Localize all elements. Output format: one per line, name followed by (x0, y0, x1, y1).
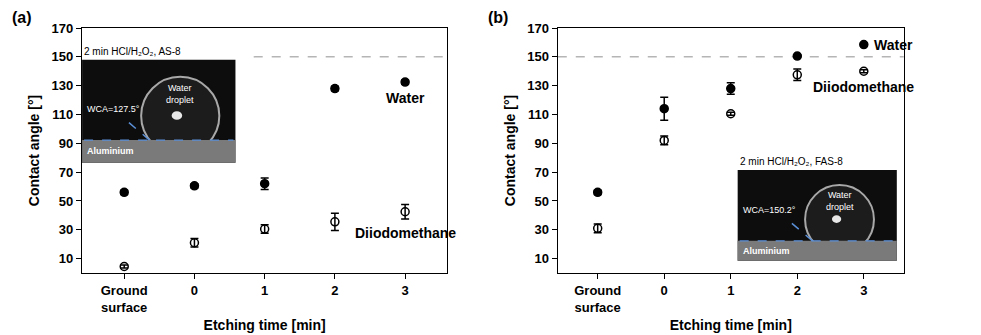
svg-text:0: 0 (661, 283, 668, 298)
svg-text:Contact angle [°]: Contact angle [°] (502, 95, 518, 206)
svg-text:Etching time [min]: Etching time [min] (204, 317, 326, 333)
svg-text:(b): (b) (488, 9, 508, 26)
svg-text:90: 90 (59, 136, 73, 151)
svg-text:Diiodomethane: Diiodomethane (813, 79, 914, 95)
svg-text:Diiodomethane: Diiodomethane (355, 225, 456, 241)
svg-text:110: 110 (52, 107, 73, 122)
svg-text:70: 70 (59, 165, 73, 180)
svg-text:WCA=127.5°: WCA=127.5° (87, 104, 140, 114)
svg-text:10: 10 (59, 251, 73, 266)
svg-text:50: 50 (535, 193, 549, 208)
svg-text:Aluminium: Aluminium (743, 246, 790, 256)
svg-text:WCA=150.2°: WCA=150.2° (743, 205, 796, 215)
svg-text:Groundsurface: Groundsurface (574, 283, 621, 315)
svg-text:1: 1 (727, 283, 734, 298)
svg-text:3: 3 (860, 283, 867, 298)
svg-text:70: 70 (535, 165, 549, 180)
svg-text:Waterdroplet: Waterdroplet (166, 83, 194, 105)
svg-text:Water: Water (874, 37, 913, 53)
svg-text:0: 0 (191, 283, 198, 298)
svg-text:130: 130 (527, 78, 549, 93)
svg-text:1: 1 (261, 283, 268, 298)
svg-text:Etching time [min]: Etching time [min] (670, 317, 792, 333)
svg-text:110: 110 (528, 107, 549, 122)
svg-text:90: 90 (535, 136, 549, 151)
svg-text:Water: Water (386, 90, 425, 106)
svg-text:130: 130 (52, 78, 74, 93)
svg-text:10: 10 (535, 251, 549, 266)
svg-text:(a): (a) (12, 9, 32, 26)
svg-text:150: 150 (52, 49, 74, 64)
svg-text:Groundsurface: Groundsurface (101, 283, 148, 315)
svg-text:Contact angle [°]: Contact angle [°] (26, 95, 42, 206)
svg-text:2 min HCl/H₂O₂, FAS-8: 2 min HCl/H₂O₂, FAS-8 (740, 156, 843, 167)
svg-text:170: 170 (527, 21, 549, 36)
svg-text:2 min HCl/H₂O₂, AS-8: 2 min HCl/H₂O₂, AS-8 (84, 46, 181, 57)
svg-text:170: 170 (52, 21, 74, 36)
svg-text:2: 2 (331, 283, 338, 298)
svg-text:Waterdroplet: Waterdroplet (826, 190, 854, 212)
svg-text:30: 30 (59, 222, 73, 237)
svg-text:150: 150 (527, 49, 549, 64)
svg-text:30: 30 (535, 222, 549, 237)
svg-text:50: 50 (59, 193, 73, 208)
svg-text:3: 3 (401, 283, 408, 298)
svg-text:Aluminium: Aluminium (87, 146, 134, 156)
svg-text:2: 2 (794, 283, 801, 298)
